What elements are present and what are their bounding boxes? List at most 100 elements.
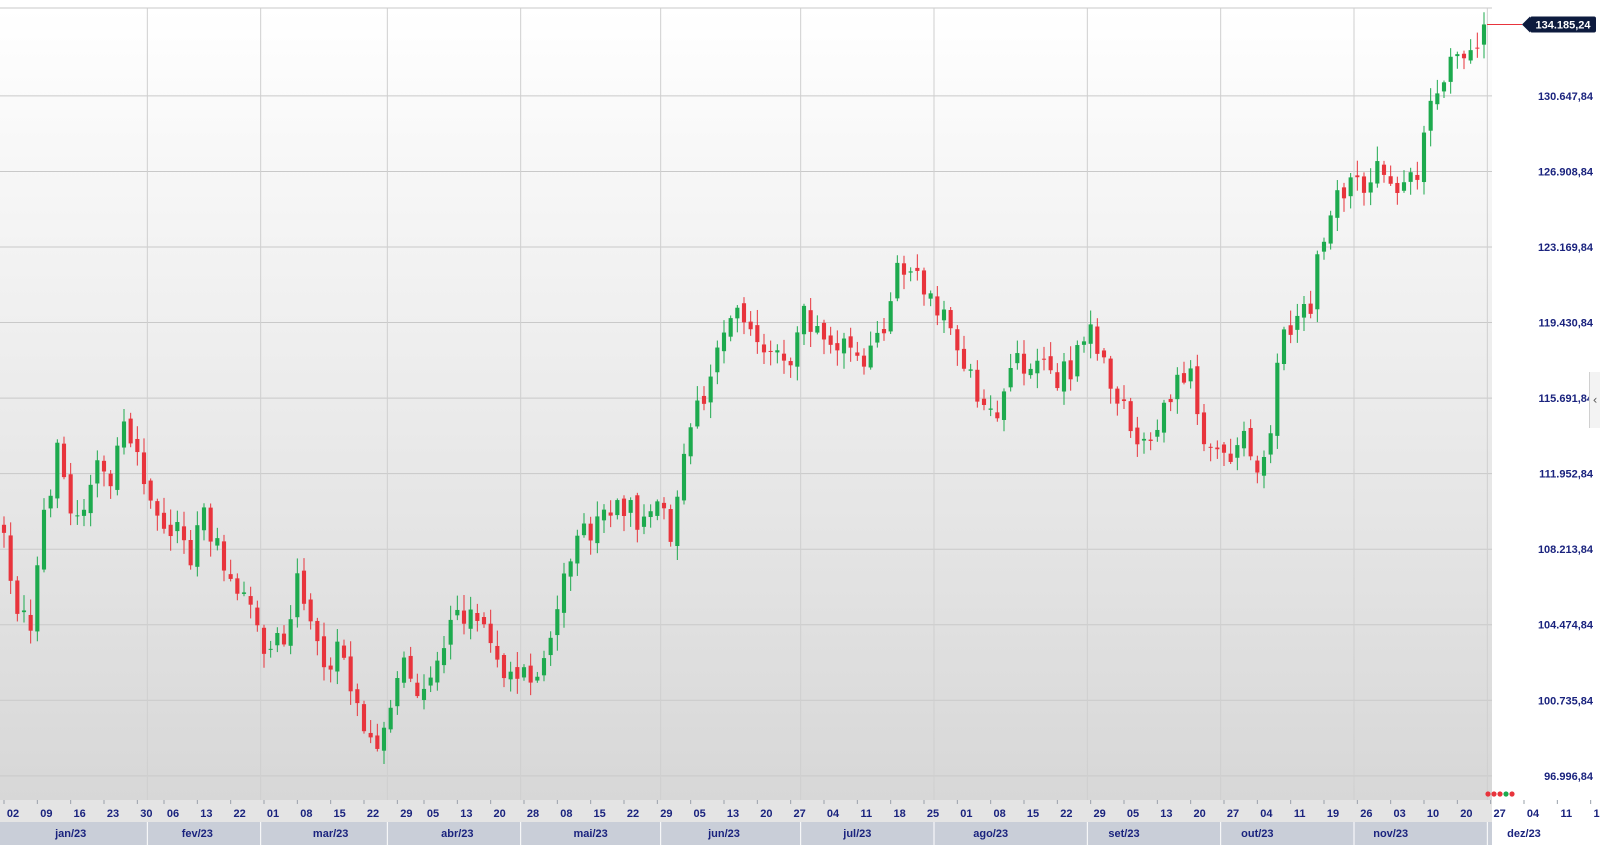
- x-day-tick-label: 05: [427, 808, 439, 820]
- candle: [501, 653, 507, 688]
- candle: [1115, 386, 1120, 416]
- candle: [261, 624, 267, 668]
- candle: [1135, 416, 1140, 457]
- candle: [1368, 168, 1373, 206]
- plot-background: [0, 8, 1492, 800]
- candle: [48, 489, 53, 518]
- x-day-tick-label: 26: [1360, 808, 1372, 820]
- x-day-tick-label: 20: [760, 808, 772, 820]
- candle: [1, 516, 7, 548]
- candle: [1315, 250, 1320, 323]
- candle: [1108, 355, 1113, 404]
- y-tick-label: 115.691,84: [1539, 393, 1594, 405]
- candle: [268, 640, 273, 658]
- candle: [1028, 363, 1033, 379]
- candle: [375, 723, 380, 752]
- candle: [1215, 440, 1220, 459]
- x-day-tick-label: 10: [1427, 808, 1439, 820]
- candle: [315, 617, 320, 656]
- candle: [841, 332, 847, 369]
- candle: [1228, 438, 1233, 465]
- candles: [1, 12, 1487, 765]
- candle: [201, 503, 207, 541]
- candle: [688, 423, 693, 465]
- candle: [1101, 347, 1107, 364]
- candle: [495, 630, 500, 668]
- x-day-tick-label: 13: [200, 808, 212, 820]
- last-price-pointer: [1522, 16, 1530, 33]
- candle: [135, 426, 140, 466]
- x-month-label: ago/23: [973, 828, 1008, 840]
- candle: [1088, 310, 1093, 359]
- candle: [221, 534, 227, 582]
- candle: [228, 559, 233, 582]
- candle: [868, 331, 873, 370]
- x-day-tick-label: 11: [861, 808, 873, 820]
- candle: [828, 326, 833, 354]
- collapse-panel-chevron-icon[interactable]: ‹: [1589, 372, 1600, 428]
- candle: [1181, 361, 1187, 385]
- candle: [601, 504, 607, 534]
- candle: [341, 639, 347, 660]
- candle: [621, 495, 627, 532]
- x-day-tick-label: 13: [460, 808, 472, 820]
- candle: [148, 478, 153, 509]
- candle: [915, 254, 920, 281]
- candle: [768, 340, 773, 366]
- x-day-tick-label: 16: [74, 808, 86, 820]
- x-day-tick-label: 22: [627, 808, 639, 820]
- candle: [795, 326, 800, 381]
- x-day-tick-label: 08: [300, 808, 312, 820]
- candle: [581, 513, 587, 538]
- candle: [1421, 125, 1427, 195]
- candle: [308, 593, 313, 630]
- candle: [1375, 146, 1380, 188]
- candle: [1288, 310, 1293, 344]
- candle: [1081, 336, 1087, 353]
- x-day-tick-label: 08: [994, 808, 1006, 820]
- candle: [1015, 340, 1020, 370]
- candle: [68, 462, 73, 526]
- candle: [1461, 50, 1467, 70]
- candle: [1155, 419, 1160, 442]
- candle: [1195, 354, 1200, 425]
- candle: [461, 595, 467, 635]
- candle: [648, 504, 653, 528]
- candle: [1161, 399, 1167, 443]
- candle: [328, 657, 333, 683]
- candle: [235, 573, 240, 601]
- candle: [1208, 443, 1213, 462]
- candle: [635, 492, 640, 543]
- candle: [248, 586, 253, 619]
- x-day-tick-label: 15: [594, 808, 606, 820]
- candle: [1441, 80, 1447, 99]
- x-month-label: dez/23: [1507, 828, 1541, 840]
- candle: [895, 255, 900, 302]
- axis-corner: [1492, 800, 1600, 845]
- candle: [1128, 397, 1133, 438]
- x-day-tick-label: 18: [894, 808, 906, 820]
- candle: [1281, 326, 1287, 371]
- candle: [995, 400, 1000, 422]
- candle: [421, 674, 427, 710]
- candle: [555, 595, 560, 651]
- candle: [288, 605, 293, 655]
- candle: [61, 436, 67, 480]
- candle: [281, 625, 287, 647]
- candle: [808, 298, 813, 348]
- candle: [815, 315, 820, 335]
- x-day-tick-label: 18: [1594, 808, 1600, 820]
- candle: [908, 267, 913, 282]
- candle: [181, 511, 187, 554]
- candle: [728, 315, 733, 342]
- candle: [1095, 318, 1100, 361]
- candle: [721, 320, 727, 364]
- candle: [1008, 353, 1013, 392]
- candle: [481, 612, 487, 628]
- candle: [1355, 160, 1360, 191]
- status-dot-icon: [1497, 791, 1503, 797]
- candle: [521, 664, 527, 681]
- candle: [1308, 290, 1313, 319]
- candle: [661, 497, 667, 520]
- candle: [515, 652, 520, 694]
